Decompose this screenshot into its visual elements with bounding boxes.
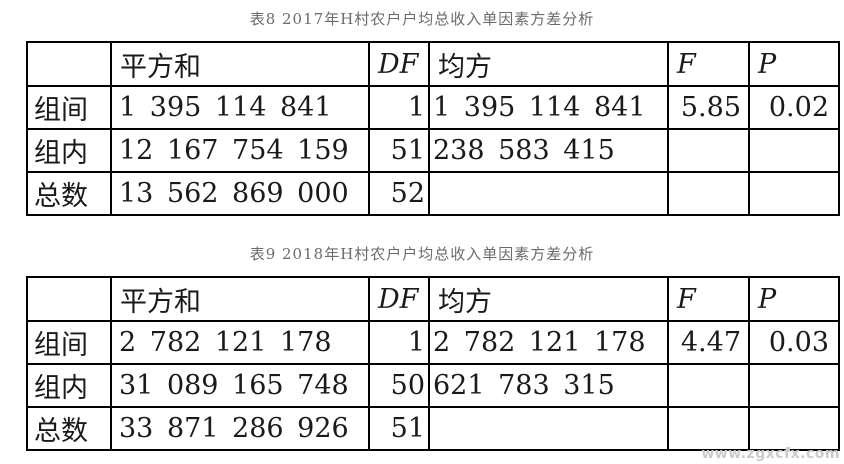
header-empty (26, 276, 112, 322)
row-label: 组间 (26, 85, 112, 130)
f-value (667, 171, 750, 216)
f-value: 5.85 (667, 85, 750, 130)
df-value: 51 (368, 128, 430, 173)
df-value: 52 (368, 171, 430, 216)
table-row-total: 总数 33 871 286 926 51 (26, 406, 840, 451)
df-value: 1 (368, 320, 430, 365)
sum-of-squares-value: 33 871 286 926 (110, 406, 370, 451)
table8-header-row: 平方和 DF 均方 F P (26, 41, 840, 87)
f-value (667, 406, 750, 451)
p-value (748, 128, 840, 173)
p-value (748, 363, 840, 408)
header-f: F (667, 41, 750, 87)
f-value (667, 128, 750, 173)
row-label: 组间 (26, 320, 112, 365)
table-row-within-groups: 组内 31 089 165 748 50 621 783 315 (26, 363, 840, 408)
df-value: 51 (368, 406, 430, 451)
header-mean-square: 均方 (428, 276, 669, 322)
sum-of-squares-value: 1 395 114 841 (110, 85, 370, 130)
mean-square-value (428, 171, 669, 216)
header-df: DF (368, 276, 430, 322)
p-value: 0.02 (748, 85, 840, 130)
row-label: 组内 (26, 363, 112, 408)
mean-square-value: 238 583 415 (428, 128, 669, 173)
watermark: www.zgxcfx.com (701, 446, 840, 462)
header-sum-of-squares: 平方和 (110, 41, 370, 87)
header-p: P (748, 276, 840, 322)
row-label: 总数 (26, 406, 112, 451)
sum-of-squares-value: 2 782 121 178 (110, 320, 370, 365)
p-value (748, 171, 840, 216)
anova-table-2018: 平方和 DF 均方 F P 组间 2 782 121 178 1 2 782 1… (26, 276, 840, 451)
df-value: 50 (368, 363, 430, 408)
mean-square-value: 1 395 114 841 (428, 85, 669, 130)
df-value: 1 (368, 85, 430, 130)
header-empty (26, 41, 112, 87)
mean-square-value (428, 406, 669, 451)
p-value (748, 406, 840, 451)
header-mean-square: 均方 (428, 41, 669, 87)
table8-title: 表8 2017年H村农户户均总收入单因素方差分析 (249, 10, 595, 28)
mean-square-value: 2 782 121 178 (428, 320, 669, 365)
sum-of-squares-value: 12 167 754 159 (110, 128, 370, 173)
sum-of-squares-value: 13 562 869 000 (110, 171, 370, 216)
table-row-between-groups: 组间 1 395 114 841 1 1 395 114 841 5.85 0.… (26, 85, 840, 130)
mean-square-value: 621 783 315 (428, 363, 669, 408)
f-value (667, 363, 750, 408)
p-value: 0.03 (748, 320, 840, 365)
sum-of-squares-value: 31 089 165 748 (110, 363, 370, 408)
header-p: P (748, 41, 840, 87)
table9-header-row: 平方和 DF 均方 F P (26, 276, 840, 322)
f-value: 4.47 (667, 320, 750, 365)
header-f: F (667, 276, 750, 322)
table-row-within-groups: 组内 12 167 754 159 51 238 583 415 (26, 128, 840, 173)
table-row-between-groups: 组间 2 782 121 178 1 2 782 121 178 4.47 0.… (26, 320, 840, 365)
row-label: 总数 (26, 171, 112, 216)
row-label: 组内 (26, 128, 112, 173)
table9-title: 表9 2018年H村农户户均总收入单因素方差分析 (249, 245, 595, 263)
anova-table-2017: 平方和 DF 均方 F P 组间 1 395 114 841 1 1 395 1… (26, 41, 840, 216)
table-row-total: 总数 13 562 869 000 52 (26, 171, 840, 216)
header-df: DF (368, 41, 430, 87)
header-sum-of-squares: 平方和 (110, 276, 370, 322)
